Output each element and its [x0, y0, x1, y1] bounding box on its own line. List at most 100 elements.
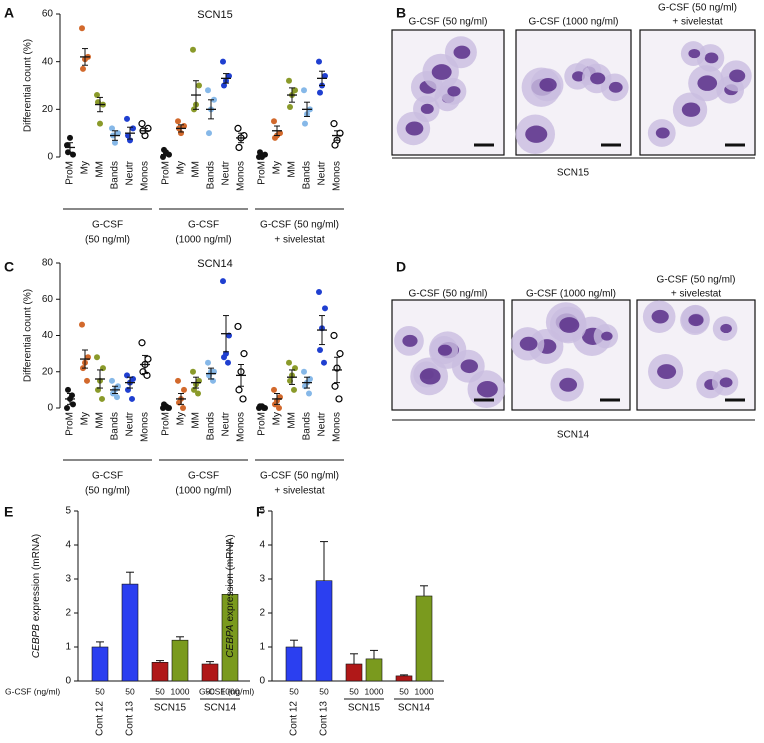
sample-label: Cont 12 [289, 701, 300, 736]
y-axis-text: expression (mRNA) [31, 534, 42, 621]
data-point [235, 143, 243, 152]
y-tick-label: 0 [65, 676, 71, 687]
sample-label: SCN15 [348, 703, 381, 714]
nucleus [419, 368, 441, 385]
nucleus [655, 127, 670, 139]
data-point [301, 368, 307, 375]
data-point [99, 395, 105, 402]
sample-label: Cont 12 [95, 701, 106, 736]
category-label: MM [287, 412, 298, 429]
dose-tick-label: 1000 [365, 686, 384, 696]
category-label: Monos [332, 412, 343, 442]
data-point [235, 386, 243, 394]
data-point [70, 151, 76, 158]
data-point [316, 58, 322, 65]
nucleus [572, 71, 585, 82]
bar [91, 646, 109, 682]
micrograph-caption: G-CSF (50 ng/ml) [409, 17, 488, 28]
nucleus [559, 317, 580, 333]
dose-tick-label: 50 [319, 686, 329, 696]
data-point [84, 377, 90, 384]
nucleus [460, 359, 478, 374]
category-label: Monos [236, 412, 247, 442]
sample-label: SCN15 [154, 703, 187, 714]
data-point [292, 87, 298, 94]
dose-tick-label: 1000 [171, 686, 190, 696]
category-label: Bands [110, 412, 121, 440]
data-point [205, 359, 211, 366]
data-point [330, 120, 338, 128]
nucleus [719, 377, 733, 388]
data-point [196, 82, 202, 89]
y-axis-label: Differential count (%) [23, 289, 34, 382]
data-point [94, 354, 100, 361]
y-tick-label: 2 [259, 608, 265, 619]
y-tick-label: 40 [42, 56, 54, 67]
chart-title: SCN14 [197, 258, 232, 270]
nucleus [688, 314, 704, 327]
bar [171, 639, 189, 682]
panel-label: D [396, 259, 406, 275]
data-point [336, 350, 344, 358]
nucleus [447, 86, 461, 97]
category-label: Bands [302, 412, 313, 440]
category-label: Monos [332, 161, 343, 191]
category-label: Monos [236, 161, 247, 191]
data-point [206, 130, 212, 137]
data-point [64, 142, 70, 149]
panel-label: C [4, 259, 14, 275]
category-label: Neutr [125, 411, 136, 436]
data-point [114, 394, 120, 401]
data-point [180, 405, 186, 411]
dose-label: G-CSF (ng/ml) [199, 686, 254, 696]
category-label: My [176, 161, 187, 174]
category-label: Neutr [221, 160, 232, 185]
data-point [335, 395, 343, 403]
category-label: MM [191, 161, 202, 178]
nucleus [657, 364, 677, 380]
nucleus [453, 45, 471, 59]
data-point [257, 149, 263, 156]
y-tick-label: 60 [42, 9, 54, 20]
dose-tick-label: 1000 [415, 686, 434, 696]
dose-tick-label: 50 [289, 686, 299, 696]
nucleus [688, 48, 701, 59]
data-point [195, 390, 201, 397]
data-point [276, 405, 282, 411]
data-point [175, 377, 181, 384]
category-label: MM [287, 161, 298, 178]
data-point [287, 103, 293, 110]
category-label: Bands [206, 412, 217, 440]
data-point [317, 347, 323, 353]
group-label: G-CSF [188, 471, 219, 482]
data-point [321, 359, 327, 366]
category-label: My [80, 161, 91, 174]
dose-tick-label: 1000 [221, 686, 240, 696]
nucleus [559, 377, 578, 392]
category-label: My [176, 412, 187, 425]
data-point [130, 125, 136, 132]
dose-tick-label: 50 [205, 686, 215, 696]
group-label: G-CSF (50 ng/ml) [260, 220, 339, 231]
data-point [97, 120, 103, 127]
sample-label: Cont 13 [319, 701, 330, 736]
data-point [80, 65, 86, 72]
panel-label: E [4, 504, 13, 520]
data-point [115, 130, 121, 137]
data-point [221, 354, 227, 361]
data-point [221, 82, 227, 89]
data-point [302, 120, 308, 127]
dose-tick-label: 50 [155, 686, 165, 696]
category-label: My [272, 412, 283, 425]
y-tick-label: 4 [259, 540, 265, 551]
y-tick-label: 3 [259, 574, 265, 585]
nucleus [476, 380, 498, 398]
category-label: Bands [110, 161, 121, 189]
data-point [65, 386, 71, 393]
data-point [225, 359, 231, 366]
group-label: (50 ng/ml) [85, 486, 130, 497]
nucleus [601, 331, 613, 341]
panel-label: F [256, 504, 265, 520]
data-point [190, 368, 196, 375]
